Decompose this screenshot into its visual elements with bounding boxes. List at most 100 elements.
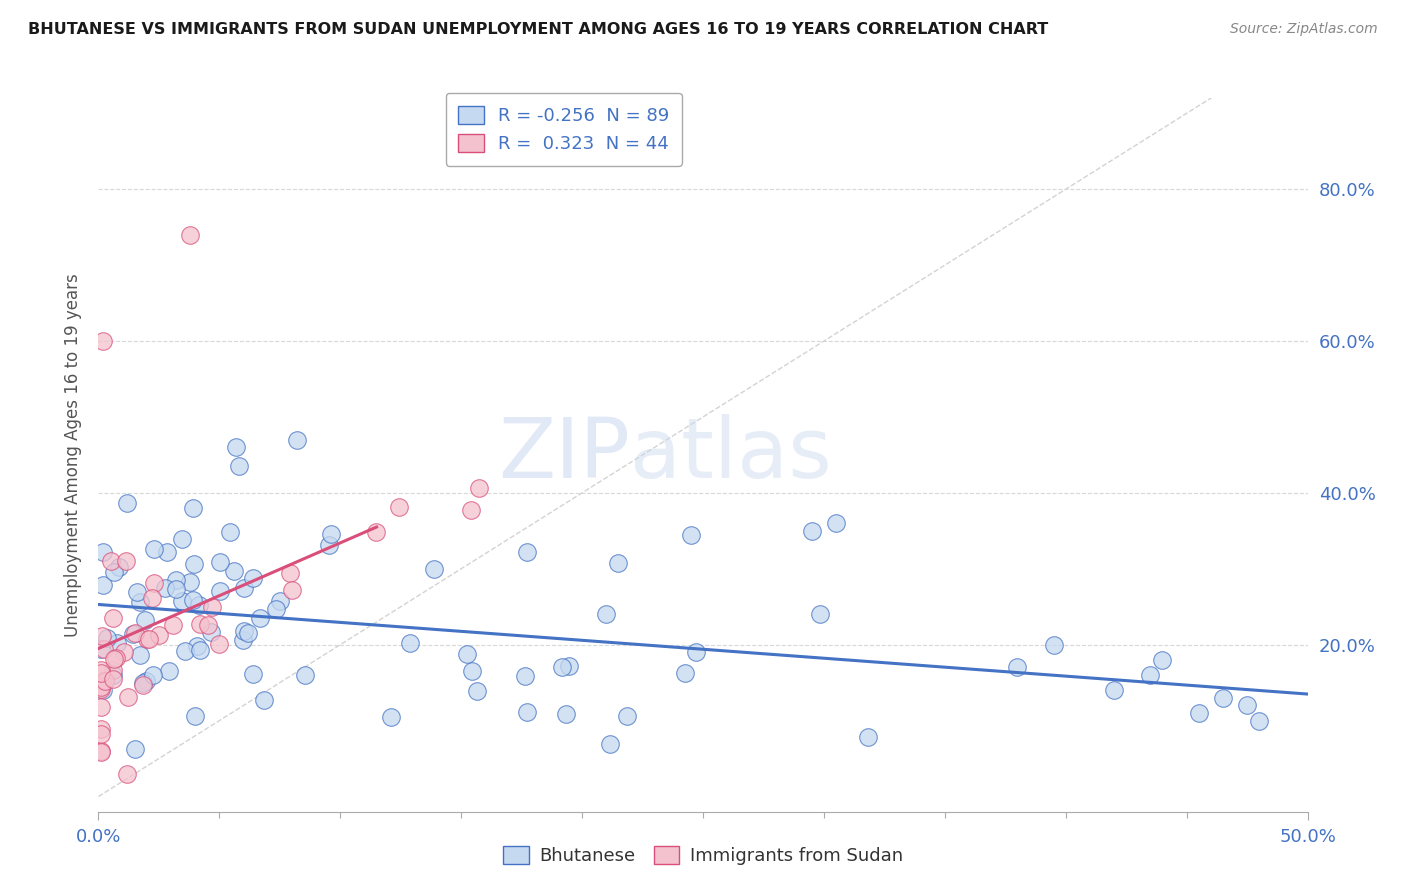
Point [172,593,194,607]
Point [90,722,112,736]
Point [1139,668,1161,682]
Text: BHUTANESE VS IMMIGRANTS FROM SUDAN UNEMPLOYMENT AMONG AGES 16 TO 19 YEARS CORREL: BHUTANESE VS IMMIGRANTS FROM SUDAN UNEMP… [28,22,1049,37]
Point [141,591,163,605]
Point [318,538,340,552]
Point [201,600,224,615]
Point [679,527,702,541]
Point [461,665,484,679]
Point [856,731,879,745]
Point [179,575,201,590]
Point [208,584,231,599]
Point [90,663,112,677]
Point [1042,638,1064,652]
Point [136,632,159,646]
Point [90,744,112,758]
Point [90,726,112,740]
Point [165,573,187,587]
Point [155,581,177,595]
Point [516,705,538,719]
Point [366,524,388,539]
Point [460,503,482,517]
Point [1236,698,1258,713]
Point [1152,653,1174,667]
Point [208,555,231,569]
Point [91,682,114,697]
Point [103,652,125,666]
Point [1212,690,1234,705]
Point [673,665,696,680]
Point [108,559,131,574]
Point [228,458,250,473]
Point [616,709,638,723]
Point [513,669,536,683]
Point [398,636,420,650]
Point [423,562,446,576]
Point [285,433,308,447]
Point [219,525,242,540]
Point [174,644,197,658]
Point [184,708,207,723]
Point [555,707,578,722]
Point [129,595,152,609]
Point [516,545,538,559]
Point [138,632,160,646]
Point [94,674,117,689]
Point [242,667,264,681]
Point [115,554,138,568]
Point [90,641,112,656]
Point [1102,683,1125,698]
Point [91,334,114,348]
Point [186,640,208,654]
Point [129,648,152,663]
Point [100,554,122,568]
Point [105,636,128,650]
Point [233,624,256,638]
Point [222,564,245,578]
Point [122,627,145,641]
Point [165,582,187,596]
Point [90,700,112,714]
Point [595,607,617,621]
Point [200,624,222,639]
Point [117,690,139,704]
Point [90,681,112,696]
Point [90,673,112,688]
Point [156,545,179,559]
Point [281,583,304,598]
Point [103,611,125,625]
Point [599,737,621,751]
Point [148,628,170,642]
Point [1007,660,1029,674]
Text: ZIP: ZIP [499,415,630,495]
Point [172,532,194,546]
Point [269,594,291,608]
Point [388,500,411,515]
Point [558,658,581,673]
Point [93,641,115,656]
Point [105,650,128,665]
Point [142,541,165,556]
Point [183,558,205,572]
Point [162,618,184,632]
Point [179,227,201,242]
Point [242,571,264,585]
Point [208,637,231,651]
Point [249,611,271,625]
Point [124,625,146,640]
Point [103,565,125,579]
Point [101,664,124,678]
Point [90,680,112,694]
Point [253,693,276,707]
Point [456,648,478,662]
Point [225,440,247,454]
Point [380,710,402,724]
Point [1249,714,1271,728]
Point [188,598,211,612]
Point [90,629,112,643]
Point [132,678,155,692]
Point [181,501,204,516]
Point [232,633,254,648]
Point [232,582,254,596]
Point [91,578,114,592]
Point [90,679,112,693]
